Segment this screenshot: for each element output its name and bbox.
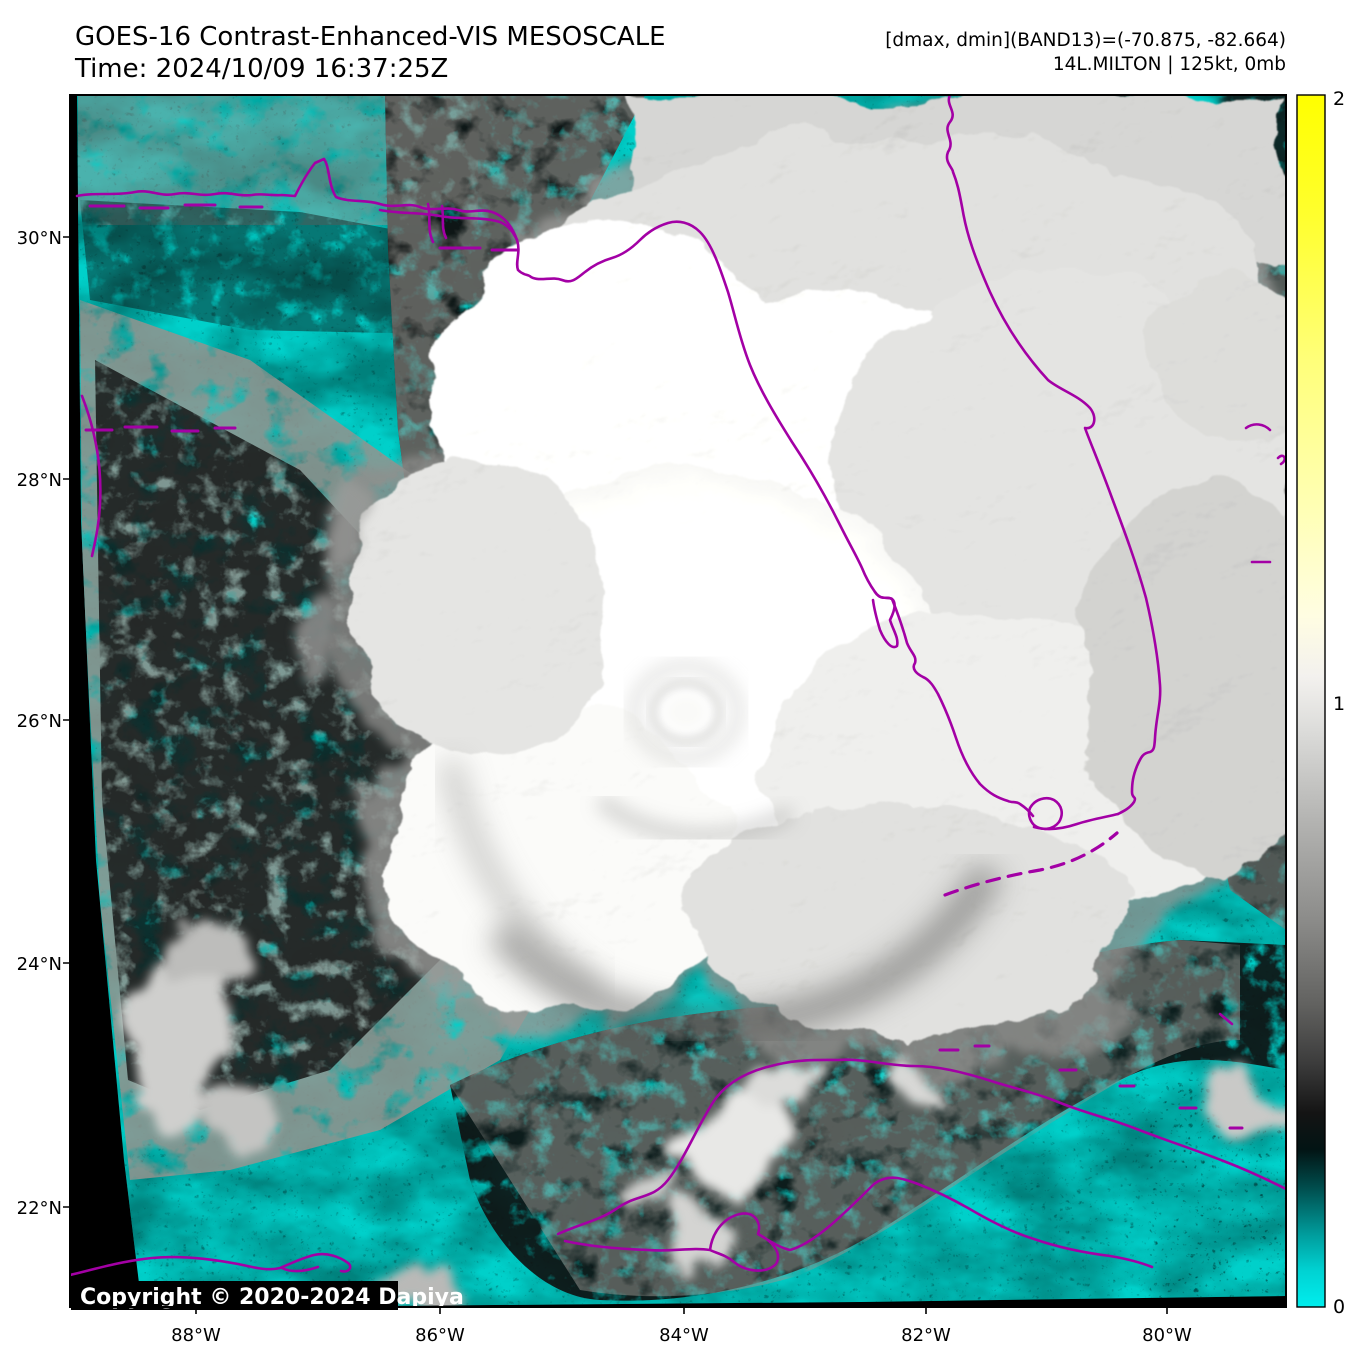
hurricane-core (438, 661, 1005, 1043)
coastline-florida-south (1032, 812, 1120, 831)
coastline-gulf-florida-west (75, 157, 1035, 818)
coastline-bahamas-fragments (1218, 423, 1285, 1026)
coastline-yucatan (71, 1252, 352, 1277)
lon-label-88w: 88°W (171, 1325, 221, 1346)
lat-label-26n: 26°N (17, 711, 62, 732)
coastline-barrier-islands (84, 203, 520, 433)
eyewall (649, 679, 723, 745)
bright-cloud-cells (112, 488, 1275, 1308)
hurricane-eye (666, 695, 706, 729)
coastline-panhandle-inner (378, 208, 519, 242)
colorbar: 2 1 0 (1296, 88, 1345, 1318)
map-frame-border (69, 94, 1287, 1308)
coastline-tampa-bay (871, 590, 899, 649)
map-panel: Copyright © 2020-2024 Dapiya (63, 94, 1287, 1314)
cloud-shield (350, 95, 1286, 1035)
coastline-mobile-bay (426, 202, 448, 244)
coastline-cuba-cays (938, 1044, 1244, 1130)
figure-header: GOES-16 Contrast-Enhanced-VIS MESOSCALE … (74, 22, 1286, 84)
lat-label-24n: 24°N (17, 954, 62, 975)
lon-label-82w: 82°W (901, 1325, 951, 1346)
colorbar-label-max: 2 (1333, 88, 1345, 110)
lat-label-30n: 30°N (17, 228, 62, 249)
coastline-florida-keys (943, 831, 1119, 897)
coastline-cuba-north (556, 1058, 1285, 1236)
figure-time: Time: 2024/10/09 16:37:25Z (74, 54, 448, 84)
axis-ticks (63, 236, 1168, 1314)
band-range-readout: [dmax, dmin](BAND13)=(-70.875, -82.664) (885, 30, 1286, 51)
storm-status-readout: 14L.MILTON | 125kt, 0mb (1053, 54, 1286, 75)
lat-label-22n: 22°N (17, 1198, 62, 1219)
copyright-text: Copyright © 2020-2024 Dapiya (80, 1285, 464, 1310)
lat-ticks (63, 236, 70, 1208)
figure-title: GOES-16 Contrast-Enhanced-VIS MESOSCALE (75, 22, 666, 52)
lon-label-80w: 80°W (1142, 1325, 1192, 1346)
spiral-band-south (487, 861, 1005, 1043)
lon-ticks (195, 1307, 1168, 1314)
coastline-cuba-south (563, 1176, 1154, 1272)
lat-label-28n: 28°N (17, 470, 62, 491)
coastline-delta-arc (80, 394, 102, 558)
colorbar-label-min: 0 (1333, 1296, 1345, 1318)
spiral-band-inner (594, 793, 797, 844)
satellite-imagery (77, 95, 1286, 1308)
coastline-whitewater-bay (1027, 796, 1064, 831)
lon-label-84w: 84°W (659, 1325, 709, 1346)
spiral-band-west (438, 757, 607, 1001)
coastline-overlay (71, 96, 1285, 1277)
coastline-florida-east (945, 96, 1162, 816)
copyright-box: Copyright © 2020-2024 Dapiya (71, 1281, 464, 1310)
colorbar-gradient (1296, 94, 1326, 1308)
eye-moat (629, 661, 743, 763)
copyright-bg (71, 1281, 398, 1310)
colorbar-label-mid: 1 (1333, 693, 1345, 715)
speckle-coastal (80, 200, 470, 334)
lon-label-86w: 86°W (415, 1325, 465, 1346)
axis-labels: 30°N 28°N 26°N 24°N 22°N 88°W 86°W 84°W … (17, 228, 1192, 1346)
